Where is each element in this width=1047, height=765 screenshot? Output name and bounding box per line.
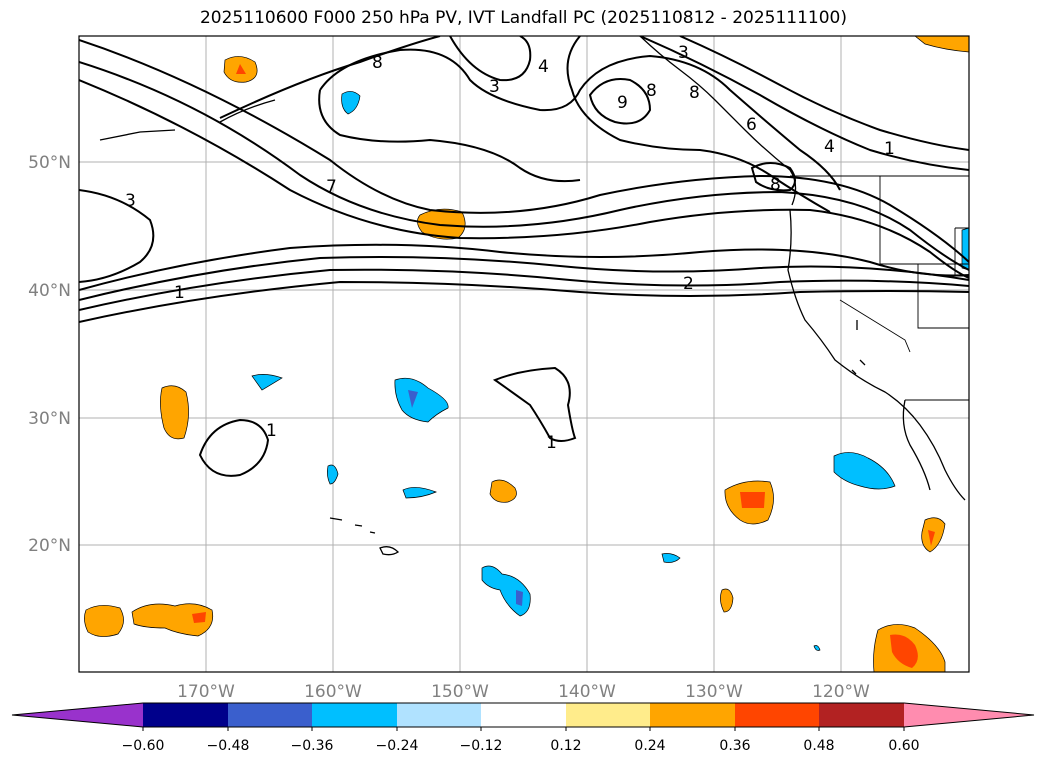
colorbar-tick-label: −0.12 <box>460 738 503 754</box>
lat-tick-label: 20°N <box>28 536 71 556</box>
colorbar-segment <box>735 703 819 727</box>
contour-label: 1 <box>266 421 277 441</box>
lat-tick-label: 50°N <box>28 153 71 173</box>
colorbar-segment <box>143 703 228 727</box>
contour-label: 8 <box>372 53 383 73</box>
colorbar-segment <box>650 703 735 727</box>
colorbar-segment <box>312 703 397 727</box>
colorbar-tick-label: 0.60 <box>888 738 919 754</box>
lon-tick-labels: 170°W 160°W 150°W 140°W 130°W 120°W <box>177 682 870 702</box>
colorbar-tick-label: 0.24 <box>634 738 665 754</box>
colorbar-extend-high <box>904 703 1034 727</box>
contour-label: 1 <box>884 139 895 159</box>
colorbar-tick-labels: −0.60 −0.48 −0.36 −0.24 −0.12 0.12 0.24 … <box>122 738 920 754</box>
colorbar-tick-label: −0.24 <box>376 738 419 754</box>
colorbar-tick-label: 0.36 <box>719 738 750 754</box>
map-title: 2025110600 F000 250 hPa PV, IVT Landfall… <box>199 8 847 28</box>
map-frame <box>78 35 970 673</box>
lat-tick-labels: 50°N 40°N 30°N 20°N <box>28 153 71 556</box>
contour-label: 3 <box>489 77 500 97</box>
colorbar <box>11 702 1035 731</box>
borders <box>790 175 969 401</box>
contour-label: 8 <box>646 81 657 101</box>
contour-label: 3 <box>125 191 136 211</box>
lat-tick-label: 40°N <box>28 281 71 301</box>
colorbar-tick-label: −0.48 <box>207 738 250 754</box>
pv-contours <box>79 36 969 477</box>
lon-tick-label: 120°W <box>812 682 870 702</box>
colorbar-tick-label: −0.60 <box>122 738 165 754</box>
lon-tick-label: 130°W <box>685 682 743 702</box>
lon-tick-label: 160°W <box>304 682 362 702</box>
colorbar-segment <box>819 703 904 727</box>
contour-label: 2 <box>683 274 694 294</box>
colorbar-tick-label: 0.48 <box>803 738 834 754</box>
lon-tick-label: 170°W <box>177 682 235 702</box>
contour-label: 9 <box>617 93 628 113</box>
contour-label: 7 <box>326 177 337 197</box>
colorbar-segment <box>481 703 566 727</box>
colorbar-tick-label: 0.12 <box>550 738 581 754</box>
contour-labels: 9 8 7 6 4 4 3 3 3 2 1 1 1 1 8 8 8 <box>125 43 895 453</box>
colorbar-segment <box>397 703 481 727</box>
contour-label: 1 <box>546 433 557 453</box>
colorbar-extend-low <box>12 703 143 727</box>
contour-label: 1 <box>174 283 185 303</box>
contour-label: 6 <box>746 115 757 135</box>
contour-label: 4 <box>824 137 835 157</box>
lat-tick-label: 30°N <box>28 409 71 429</box>
pv-anomaly-fill <box>84 36 969 672</box>
contour-label: 3 <box>678 43 689 63</box>
lon-tick-label: 140°W <box>558 682 616 702</box>
contour-label: 8 <box>689 83 700 103</box>
lon-tick-label: 150°W <box>431 682 489 702</box>
contour-label: 4 <box>538 57 549 77</box>
gridlines <box>79 36 969 672</box>
contour-label: 8 <box>770 175 781 195</box>
coastlines <box>99 36 966 556</box>
colorbar-segment <box>228 703 312 727</box>
colorbar-segment <box>566 703 650 727</box>
colorbar-tick-label: −0.36 <box>291 738 334 754</box>
